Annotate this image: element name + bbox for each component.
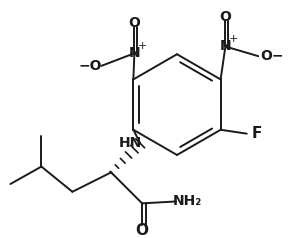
Text: N: N [128,46,140,60]
Text: F: F [251,126,262,141]
Text: +: + [138,40,147,50]
Text: N: N [220,40,231,54]
Text: O−: O− [260,49,284,63]
Text: O: O [220,10,231,25]
Text: +: + [228,34,238,44]
Text: NH₂: NH₂ [173,194,202,208]
Text: O: O [135,223,149,238]
Text: HN: HN [119,136,142,150]
Text: −O: −O [78,59,102,73]
Text: O: O [128,16,140,30]
